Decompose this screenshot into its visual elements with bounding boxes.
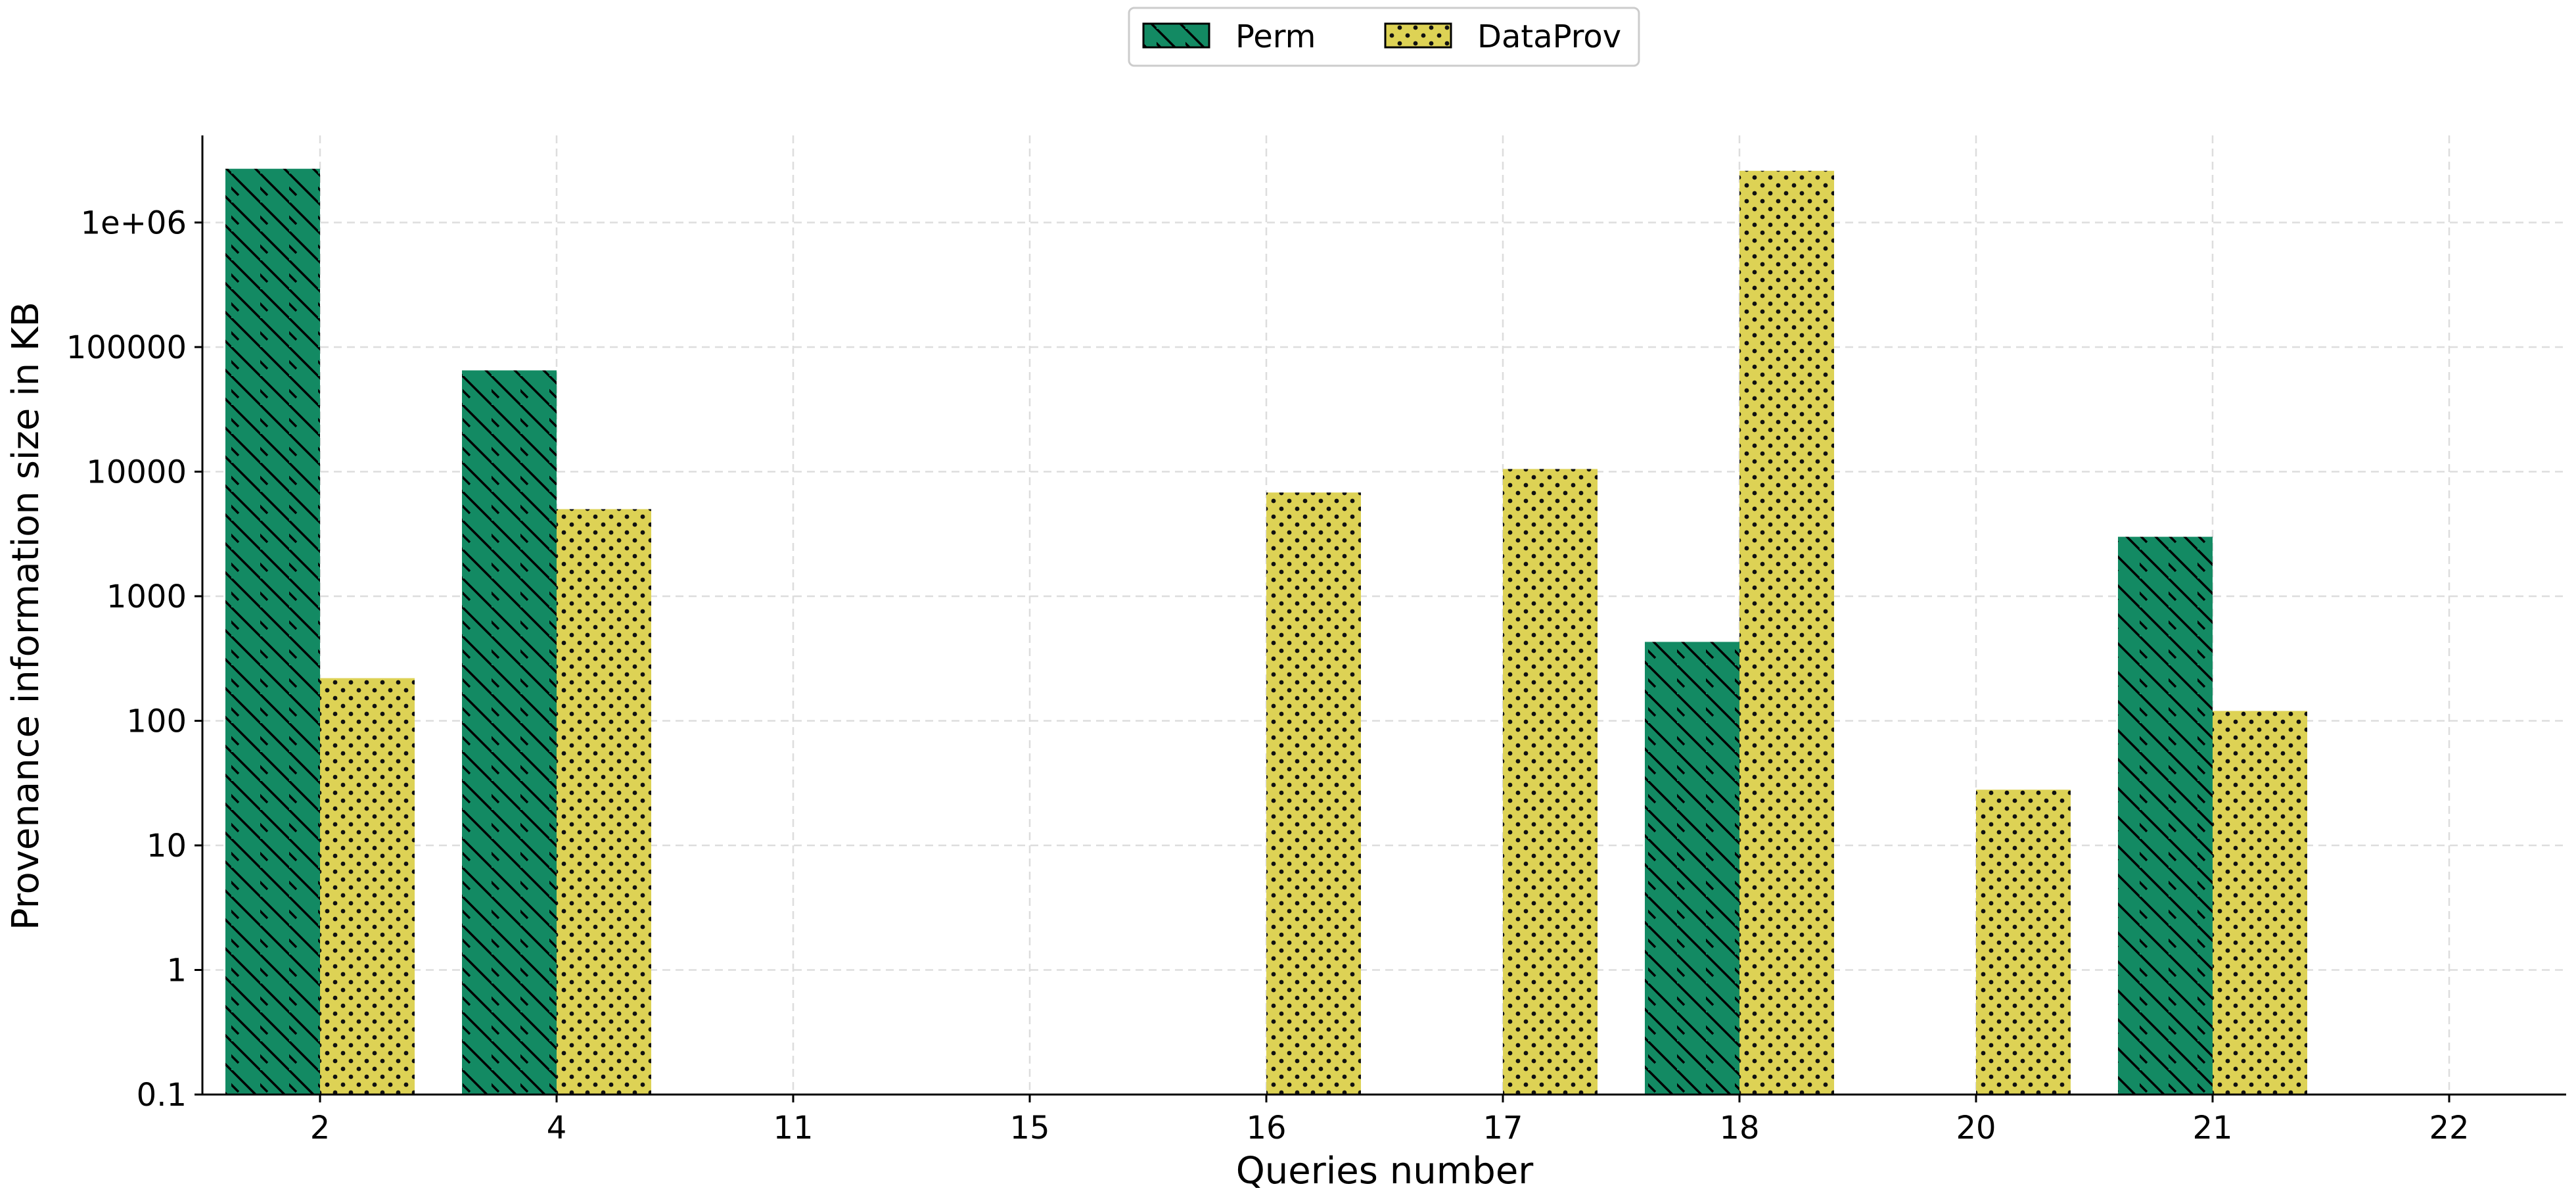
x-tick-label: 11: [773, 1110, 813, 1146]
legend-swatch-dataprov: [1384, 22, 1452, 49]
y-axis-title: Provenance information size in KB: [5, 302, 47, 930]
bar-dataprov-q17: [1503, 469, 1598, 1095]
bar-dataprov-q20: [1976, 790, 2071, 1095]
bar-dataprov-q16: [1266, 492, 1361, 1095]
y-tick-label: 10: [147, 828, 187, 864]
x-axis-title: Queries number: [1236, 1150, 1534, 1192]
bar-dataprov-q18: [1739, 170, 1834, 1095]
x-tick-label: 17: [1483, 1110, 1523, 1146]
y-tick-label: 100: [126, 703, 187, 740]
x-ticks: 2 4 11 15 16 17 18 20 21 22: [310, 1095, 2470, 1146]
x-tick-label: 18: [1719, 1110, 1759, 1146]
legend-label-perm: Perm: [1235, 18, 1316, 55]
legend-label-dataprov: DataProv: [1477, 18, 1621, 55]
x-tick-label: 4: [547, 1110, 567, 1146]
x-tick-label: 22: [2429, 1110, 2469, 1146]
y-tick-label: 1: [166, 952, 187, 989]
x-tick-label: 21: [2192, 1110, 2232, 1146]
bar-dataprov-q2: [320, 678, 415, 1095]
x-tick-label: 2: [310, 1110, 331, 1146]
bar-perm-q4: [462, 370, 557, 1095]
y-ticks: 0.1 1 10 100 1000 10000 100000 1e+06: [66, 204, 202, 1114]
y-tick-label: 1000: [106, 578, 187, 615]
legend-swatch-perm: [1142, 22, 1210, 49]
y-tick-label: 10000: [86, 454, 187, 490]
x-tick-label: 20: [1956, 1110, 1996, 1146]
axes-group: [201, 135, 2566, 1096]
x-tick-label: 15: [1009, 1110, 1049, 1146]
bar-dataprov-q4: [557, 509, 651, 1095]
y-tick-label: 100000: [66, 329, 187, 366]
legend-frame: [1128, 7, 1640, 67]
bar-perm-q21: [2118, 536, 2213, 1095]
x-tick-label: 16: [1246, 1110, 1286, 1146]
y-tick-label: 1e+06: [81, 204, 187, 241]
bars-group: [225, 168, 2307, 1095]
legend: Perm DataProv: [1128, 7, 1640, 67]
bar-perm-q2: [225, 168, 320, 1095]
bar-dataprov-q21: [2213, 711, 2307, 1095]
bar-perm-q18: [1645, 642, 1739, 1095]
y-tick-label: 0.1: [137, 1077, 187, 1114]
